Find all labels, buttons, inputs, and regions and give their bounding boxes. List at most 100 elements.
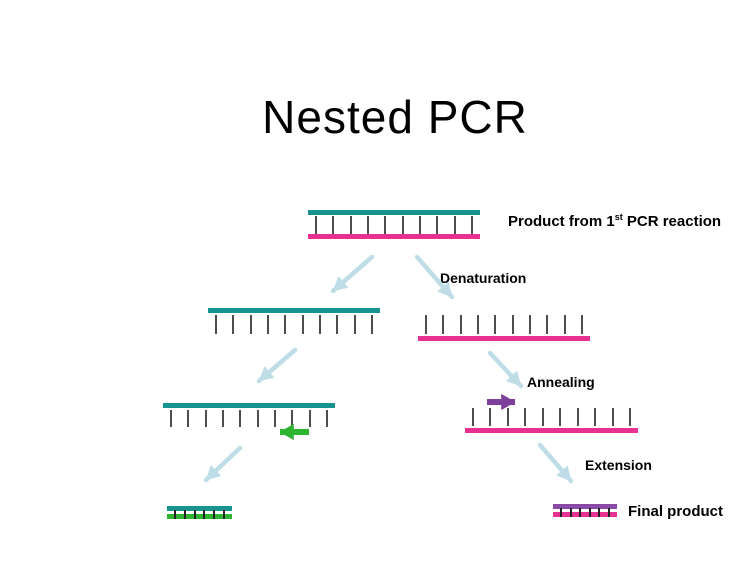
teal-strand-with-primer xyxy=(163,403,335,427)
teal-strand-bar xyxy=(208,308,380,313)
base-pair-tick xyxy=(594,408,597,426)
annealing-arrow-left xyxy=(256,347,298,384)
base-pair-tick xyxy=(560,508,562,517)
base-pair-tick xyxy=(511,315,514,334)
right-final-duplex xyxy=(553,504,617,518)
base-pair-tick xyxy=(239,410,242,427)
left-final-duplex xyxy=(167,506,232,520)
base-pair-ticks xyxy=(553,508,617,517)
base-pair-tick xyxy=(349,216,352,234)
base-pair-tick xyxy=(470,216,473,234)
final-product-label: Final product xyxy=(628,503,723,520)
pink-strand-bar xyxy=(308,234,480,239)
product-label-superscript: st xyxy=(614,212,623,222)
base-pair-tick xyxy=(598,508,601,517)
base-pair-tick xyxy=(266,315,269,334)
annealing-label: Annealing xyxy=(527,374,595,390)
base-pair-tick xyxy=(418,216,421,234)
denatured-teal-strand xyxy=(208,308,380,334)
base-pair-ticks xyxy=(167,510,232,519)
base-pair-tick xyxy=(308,410,311,427)
base-ticks xyxy=(465,408,638,426)
product-label: Product from 1st PCR reaction xyxy=(508,212,721,230)
extension-arrow-right xyxy=(537,442,574,484)
base-ticks xyxy=(418,315,590,334)
base-pair-tick xyxy=(442,315,445,334)
base-pair-tick xyxy=(494,315,497,334)
base-pair-tick xyxy=(366,216,369,234)
diagram-title: Nested PCR xyxy=(262,91,528,143)
base-pair-tick xyxy=(249,315,252,334)
pink-strand-bar xyxy=(418,336,590,341)
base-pair-tick xyxy=(170,410,172,427)
base-pair-ticks xyxy=(308,216,480,234)
purple-strand-bar xyxy=(553,504,617,509)
base-pair-tick xyxy=(425,315,427,334)
teal-strand-bar xyxy=(308,210,480,215)
base-pair-tick xyxy=(401,216,404,234)
base-pair-tick xyxy=(204,410,207,427)
base-pair-tick xyxy=(353,315,356,334)
pink-strand-with-primer xyxy=(465,408,638,433)
base-pair-tick xyxy=(628,408,631,426)
green-strand-bar xyxy=(167,514,232,519)
base-pair-tick xyxy=(370,315,373,334)
base-pair-tick xyxy=(476,315,479,334)
base-pair-tick xyxy=(215,315,217,334)
base-pair-tick xyxy=(291,410,294,427)
base-pair-tick xyxy=(315,216,317,234)
pink-strand-bar xyxy=(553,512,617,517)
teal-strand-bar xyxy=(167,506,232,511)
extension-arrow-left xyxy=(203,445,243,483)
base-pair-tick xyxy=(256,410,259,427)
denaturation-arrow-left xyxy=(330,254,375,294)
base-pair-tick xyxy=(301,315,304,334)
base-pair-tick xyxy=(546,315,549,334)
base-pair-tick xyxy=(559,408,562,426)
product-label-text: Product from 1 xyxy=(508,213,615,230)
base-pair-tick xyxy=(436,216,439,234)
base-pair-tick xyxy=(472,408,474,426)
denatured-pink-strand xyxy=(418,315,590,341)
base-pair-tick xyxy=(222,510,225,519)
base-pair-tick xyxy=(213,510,216,519)
base-pair-tick xyxy=(569,508,572,517)
base-pair-tick xyxy=(187,410,190,427)
base-pair-tick xyxy=(325,410,328,427)
base-pair-tick xyxy=(611,408,614,426)
annealing-arrow-right xyxy=(487,350,524,389)
base-pair-tick xyxy=(528,315,531,334)
base-pair-tick xyxy=(183,510,186,519)
base-ticks xyxy=(208,315,380,334)
base-pair-tick xyxy=(384,216,387,234)
base-pair-tick xyxy=(524,408,527,426)
base-pair-tick xyxy=(453,216,456,234)
product-duplex-strand xyxy=(308,210,480,239)
pink-strand-bar xyxy=(465,428,638,433)
product-label-text-rest: PCR reaction xyxy=(622,213,722,230)
base-pair-tick xyxy=(563,315,566,334)
base-pair-tick xyxy=(541,408,544,426)
base-pair-tick xyxy=(273,410,276,427)
base-pair-tick xyxy=(193,510,196,519)
base-pair-tick xyxy=(576,408,579,426)
base-pair-tick xyxy=(588,508,591,517)
base-pair-tick xyxy=(506,408,509,426)
base-pair-tick xyxy=(459,315,462,334)
base-pair-tick xyxy=(580,315,583,334)
base-pair-tick xyxy=(203,510,206,519)
base-pair-tick xyxy=(174,510,176,519)
base-pair-tick xyxy=(221,410,224,427)
base-pair-tick xyxy=(336,315,339,334)
base-pair-tick xyxy=(579,508,582,517)
extension-label: Extension xyxy=(585,457,652,473)
base-pair-tick xyxy=(284,315,287,334)
base-pair-tick xyxy=(607,508,610,517)
base-pair-tick xyxy=(232,315,235,334)
teal-strand-bar xyxy=(163,403,335,408)
base-pair-tick xyxy=(489,408,492,426)
base-pair-tick xyxy=(318,315,321,334)
denaturation-label: Denaturation xyxy=(440,270,527,286)
